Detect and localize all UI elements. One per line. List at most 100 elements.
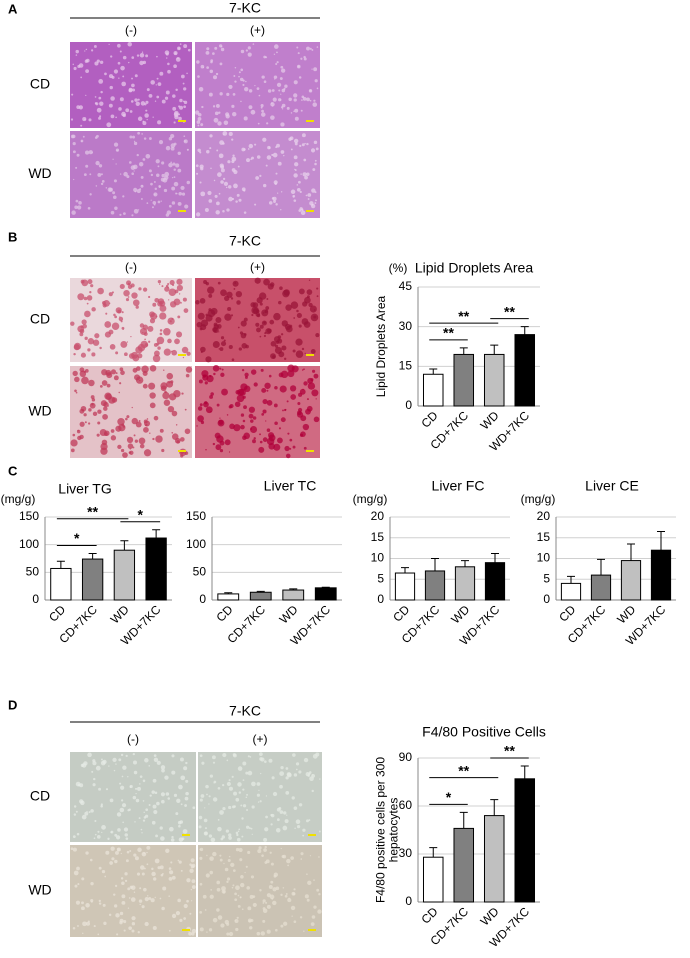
texture [110,55,113,58]
error-bar [429,368,438,375]
texture [148,803,151,806]
texture [112,757,117,763]
texture [226,759,229,762]
texture [175,911,181,916]
texture [72,927,76,930]
scale-bar [178,450,186,452]
texture [159,312,167,320]
texture [283,154,285,157]
texture [74,205,78,209]
texture [310,203,316,209]
row-label: WD [28,165,51,181]
texture [121,799,124,802]
texture [119,782,122,785]
texture [286,858,291,864]
texture [162,177,168,183]
texture [220,341,227,347]
texture [176,331,183,338]
texture [92,411,98,417]
texture [263,321,266,324]
bar [113,549,136,601]
texture [171,317,174,320]
texture [263,278,270,286]
texture [310,922,315,926]
texture [201,761,205,765]
texture [160,792,165,797]
texture [80,763,84,768]
texture [141,185,143,187]
texture [220,180,224,184]
texture [106,383,111,388]
micrograph [195,131,320,218]
significance-label: ** [87,503,98,519]
texture [92,761,97,766]
texture [106,372,113,379]
texture [87,279,93,285]
texture [183,87,187,91]
texture [256,297,263,304]
texture [243,385,251,393]
texture [280,370,289,379]
texture [99,101,104,106]
texture [130,897,136,902]
texture [196,212,201,217]
scale-bar [308,834,316,836]
chart-title: Liver TG [58,481,111,497]
texture [125,754,128,758]
texture [115,116,117,119]
texture [174,338,180,345]
texture [92,759,96,763]
texture [228,131,233,137]
texture [288,97,292,102]
texture [230,862,235,868]
texture [289,438,293,442]
texture [240,875,244,879]
texture [262,902,265,904]
texture [233,791,238,796]
texture [258,789,260,791]
unit-label: (mg/g) [1,492,36,506]
x-tick-label: CD [556,602,578,624]
texture [259,757,263,761]
texture [242,804,247,808]
scale-bar [182,834,190,836]
texture [139,775,143,778]
texture [267,89,272,93]
texture [248,143,254,149]
texture [129,161,132,164]
texture [98,787,102,791]
texture [217,915,223,920]
texture [102,413,108,420]
texture [173,181,179,187]
texture [279,385,287,393]
texture [298,803,303,807]
texture [156,55,158,58]
texture [205,784,209,789]
texture [148,137,152,140]
texture [207,190,212,196]
texture [311,774,316,778]
texture [306,142,309,146]
texture [118,316,124,322]
texture [95,185,98,187]
texture [98,899,101,903]
texture [123,212,126,215]
texture [265,420,267,422]
texture [85,921,91,926]
texture [164,50,170,55]
y-tick-label: 5 [543,571,550,585]
texture [71,93,74,96]
texture [115,850,119,855]
texture [216,880,221,885]
texture [152,200,157,205]
texture [119,213,122,216]
texture [75,54,78,56]
texture [276,818,280,822]
texture [232,93,236,96]
texture [312,102,318,107]
texture [135,101,140,106]
texture [87,348,91,352]
texture [97,409,102,414]
texture [277,338,283,344]
texture [134,74,138,78]
